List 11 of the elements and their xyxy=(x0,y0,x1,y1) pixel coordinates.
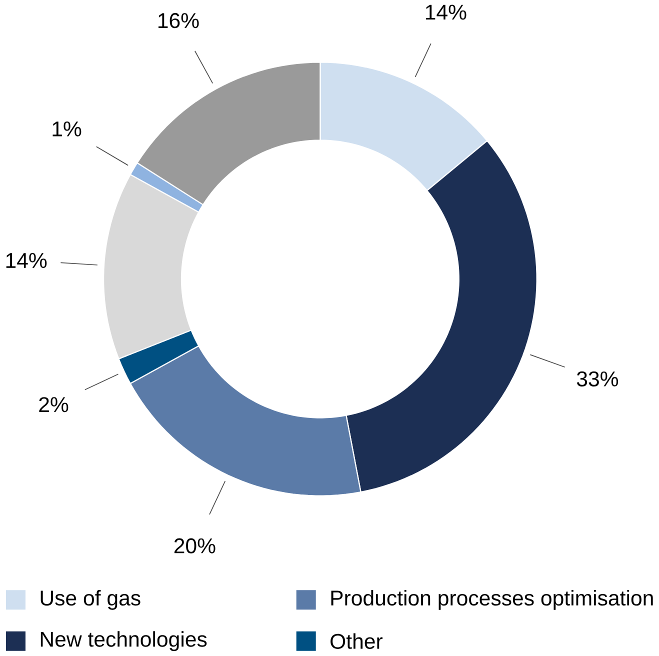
legend-label: Production processes optimisation xyxy=(331,590,653,610)
data-label: 1% xyxy=(52,122,82,136)
data-label: 20% xyxy=(174,538,216,554)
data-label: 16% xyxy=(158,13,199,28)
data-label: 14% xyxy=(6,253,47,268)
legend-label: Other xyxy=(330,633,383,650)
data-label: 2% xyxy=(39,397,68,412)
legend-label: Use of gas xyxy=(40,590,140,610)
data-label: 14% xyxy=(426,4,466,20)
data-label: 33% xyxy=(576,371,618,387)
legend-label: New technologies xyxy=(40,631,207,652)
